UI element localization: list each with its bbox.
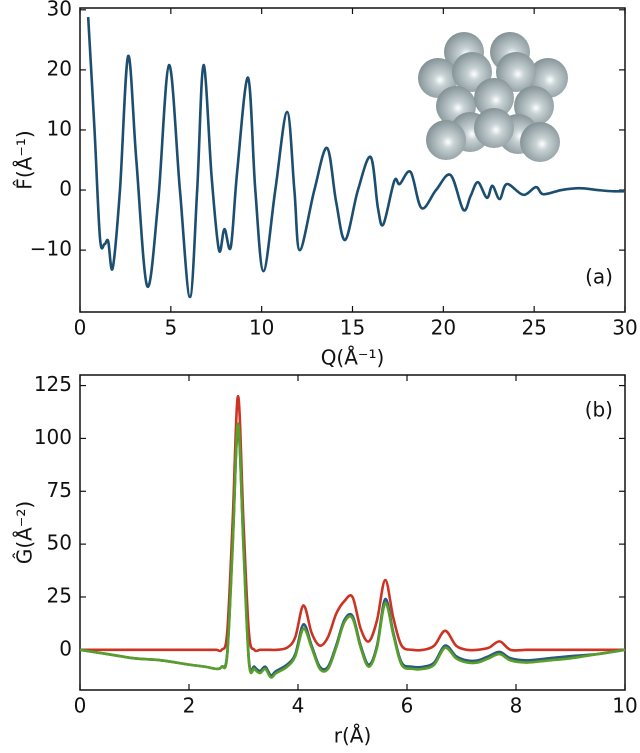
x-tick-label: 0 xyxy=(74,316,87,340)
x-tick-label: 2 xyxy=(183,694,196,718)
x-tick-label: 20 xyxy=(431,316,456,340)
y-tick-label: 20 xyxy=(47,56,72,80)
x-axis-label: Q(Å⁻¹) xyxy=(321,346,385,370)
x-tick-label: 25 xyxy=(521,316,546,340)
y-tick-label: 125 xyxy=(34,372,72,396)
y-tick-label: 25 xyxy=(47,583,72,607)
x-tick-label: 8 xyxy=(510,694,523,718)
x-tick-label: 30 xyxy=(612,316,637,340)
panel-label: (b) xyxy=(585,398,613,422)
x-tick-label: 5 xyxy=(164,316,177,340)
x-tick-label: 10 xyxy=(612,694,637,718)
data-line xyxy=(79,422,626,679)
data-line xyxy=(80,394,625,653)
y-tick-label: 0 xyxy=(59,636,72,660)
y-tick-label: 50 xyxy=(47,531,72,555)
y-tick-label: 10 xyxy=(47,116,72,140)
y-tick-label: −10 xyxy=(30,237,72,261)
y-tick-label: 100 xyxy=(34,425,72,449)
y-tick-label: 0 xyxy=(59,177,72,201)
x-tick-label: 0 xyxy=(74,694,87,718)
plot-frame xyxy=(79,374,626,691)
x-axis-label: r(Å) xyxy=(334,724,372,748)
data-line xyxy=(79,426,626,677)
panel-label: (a) xyxy=(585,265,613,289)
cluster-inset xyxy=(418,32,568,162)
x-tick-label: 10 xyxy=(249,316,274,340)
x-tick-label: 15 xyxy=(340,316,365,340)
x-tick-label: 6 xyxy=(401,694,414,718)
x-tick-label: 4 xyxy=(292,694,305,718)
y-tick-label: 30 xyxy=(47,0,72,20)
y-tick-label: 75 xyxy=(47,478,72,502)
y-axis-label: F̂(Å⁻¹) xyxy=(13,130,37,189)
data-line xyxy=(86,16,626,299)
y-axis-label: Ĝ(Å⁻²) xyxy=(13,501,37,564)
